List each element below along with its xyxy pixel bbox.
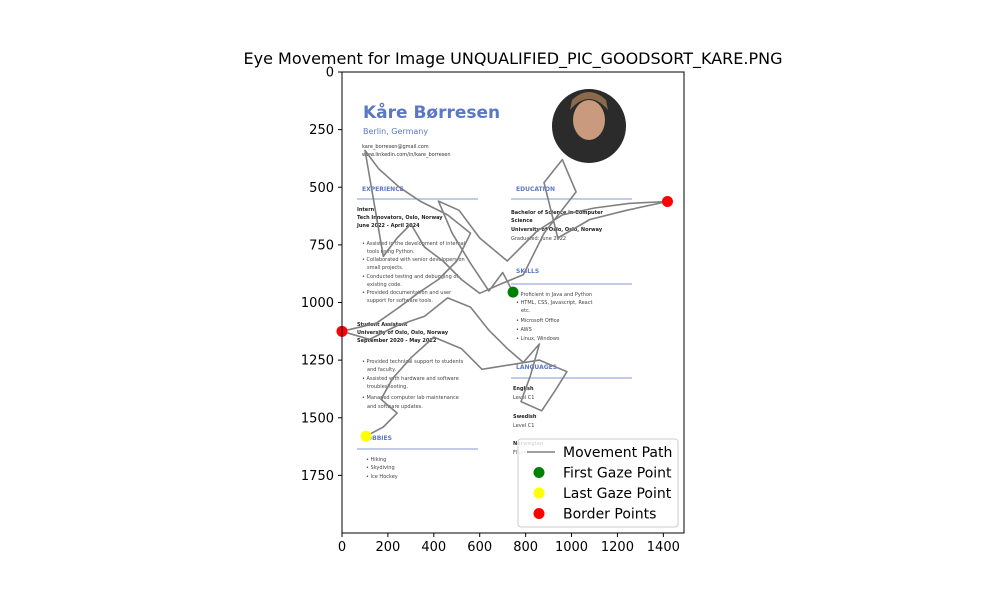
resume-text: • Linux, Windows (516, 336, 560, 342)
resume-text: small projects. (367, 265, 404, 271)
resume-text: • Managed computer lab maintenance (362, 395, 459, 401)
legend-box (517, 438, 679, 528)
resume-text: Science (511, 218, 533, 224)
resume-text: Student Assistant (357, 322, 408, 328)
y-axis: 0 250 500 750 1000 1250 1500 1750 (301, 66, 342, 484)
x-tick-label: 600 (467, 540, 492, 555)
x-tick-label: 1200 (601, 540, 634, 555)
resume-text: • Assisted with hardware and software (362, 376, 459, 382)
resume-text: • Provided technical support to students (362, 359, 464, 365)
resume-text: existing code. (367, 282, 402, 288)
movement-path-layer (341, 149, 669, 437)
resume-text: and software updates. (367, 404, 423, 410)
resume-section-languages: LANGUAGES (516, 364, 557, 371)
last-gaze-point (360, 430, 372, 442)
resume-linkedin: www.linkedin.com/in/kare_borresen (362, 152, 451, 158)
x-tick-label: 1000 (555, 540, 588, 555)
y-tick-label: 750 (309, 238, 334, 253)
legend-label: Movement Path (563, 445, 672, 461)
x-tick-label: 200 (375, 540, 400, 555)
y-tick-label: 500 (309, 181, 334, 196)
resume-text: Level C1 (513, 395, 534, 401)
y-tick-label: 1000 (301, 296, 334, 311)
resume-text: Graduated: June 2022 (511, 236, 566, 242)
chart-title: Eye Movement for Image UNQUALIFIED_PIC_G… (244, 49, 783, 69)
resume-email: kare_borresen@gmail.com (362, 144, 429, 150)
resume-text: Swedish (513, 414, 537, 420)
x-tick-label: 800 (513, 540, 538, 555)
legend-marker-swatch (533, 487, 545, 499)
resume-text: tools using Python. (367, 249, 415, 255)
y-tick-label: 1250 (301, 354, 334, 369)
resume-text: English (513, 386, 534, 392)
resume-text: Tech Innovators, Oslo, Norway (357, 215, 443, 221)
resume-text: • Provided documentation and user (362, 290, 452, 296)
x-tick-label: 1400 (647, 540, 680, 555)
resume-text: • AWS (516, 327, 532, 333)
x-tick-label: 400 (421, 540, 446, 555)
resume-text: June 2022 - April 2024 (356, 223, 420, 229)
gaze-marker-layer (336, 196, 673, 442)
resume-section-hobbies: HOBBIES (362, 435, 392, 442)
legend-marker-swatch (533, 467, 545, 478)
resume-photo-face (573, 100, 605, 140)
resume-text: support for software tools. (367, 298, 433, 304)
legend-label: Last Gaze Point (563, 486, 672, 502)
resume-photo-hair (570, 92, 608, 110)
x-tick-label: 0 (338, 540, 346, 555)
resume-text: Intern (357, 207, 375, 213)
resume-location: Berlin, Germany (363, 127, 428, 136)
resume-text: • Hiking (366, 457, 386, 463)
resume-text: etc. (521, 308, 531, 314)
resume-text: University of Oslo, Oslo, Norway (357, 330, 449, 336)
legend-label: Border Points (563, 507, 656, 523)
resume-text: September 2020 - May 2022 (357, 338, 437, 344)
first-gaze-point (507, 286, 519, 298)
y-tick-label: 250 (309, 123, 334, 138)
y-tick-label: 1500 (301, 411, 334, 426)
resume-text: • Collaborated with senior developers on (362, 257, 465, 263)
resume-text: • Microsoft Office (516, 318, 559, 324)
resume-text: Bachelor of Science in Computer (511, 210, 603, 216)
resume-text: University of Oslo, Oslo, Norway (511, 227, 603, 233)
resume-section-experience: EXPERIENCE (362, 186, 404, 193)
resume-text: • HTML, CSS, Javascript, React (516, 300, 592, 306)
resume-text: • Proficient in Java and Python (516, 292, 592, 298)
legend: Movement Path First Gaze Point Last Gaze P… (517, 438, 679, 528)
resume-section-education: EDUCATION (516, 186, 555, 193)
legend-marker-swatch (533, 508, 545, 519)
resume-background-image: Kåre Børresen Berlin, Germany kare_borre… (342, 72, 684, 533)
y-tick-label: 1750 (301, 469, 334, 484)
x-axis: 0 200 400 600 800 1000 1200 1400 (338, 533, 680, 555)
y-tick-label: 0 (326, 66, 334, 81)
resume-text: • Conducted testing and debugging of (362, 274, 458, 280)
border-point (661, 196, 673, 208)
resume-text: • Assisted in the development of interna… (362, 241, 465, 247)
movement-path-line (341, 149, 669, 437)
resume-text: • Skydiving (366, 465, 395, 471)
legend-label: First Gaze Point (563, 466, 672, 482)
resume-section-skills: SKILLS (516, 268, 539, 275)
resume-text: Level C1 (513, 423, 534, 429)
resume-text: • Ice Hockey (366, 474, 398, 480)
resume-name: Kåre Børresen (363, 101, 500, 123)
resume-text: and faculty. (367, 367, 396, 373)
